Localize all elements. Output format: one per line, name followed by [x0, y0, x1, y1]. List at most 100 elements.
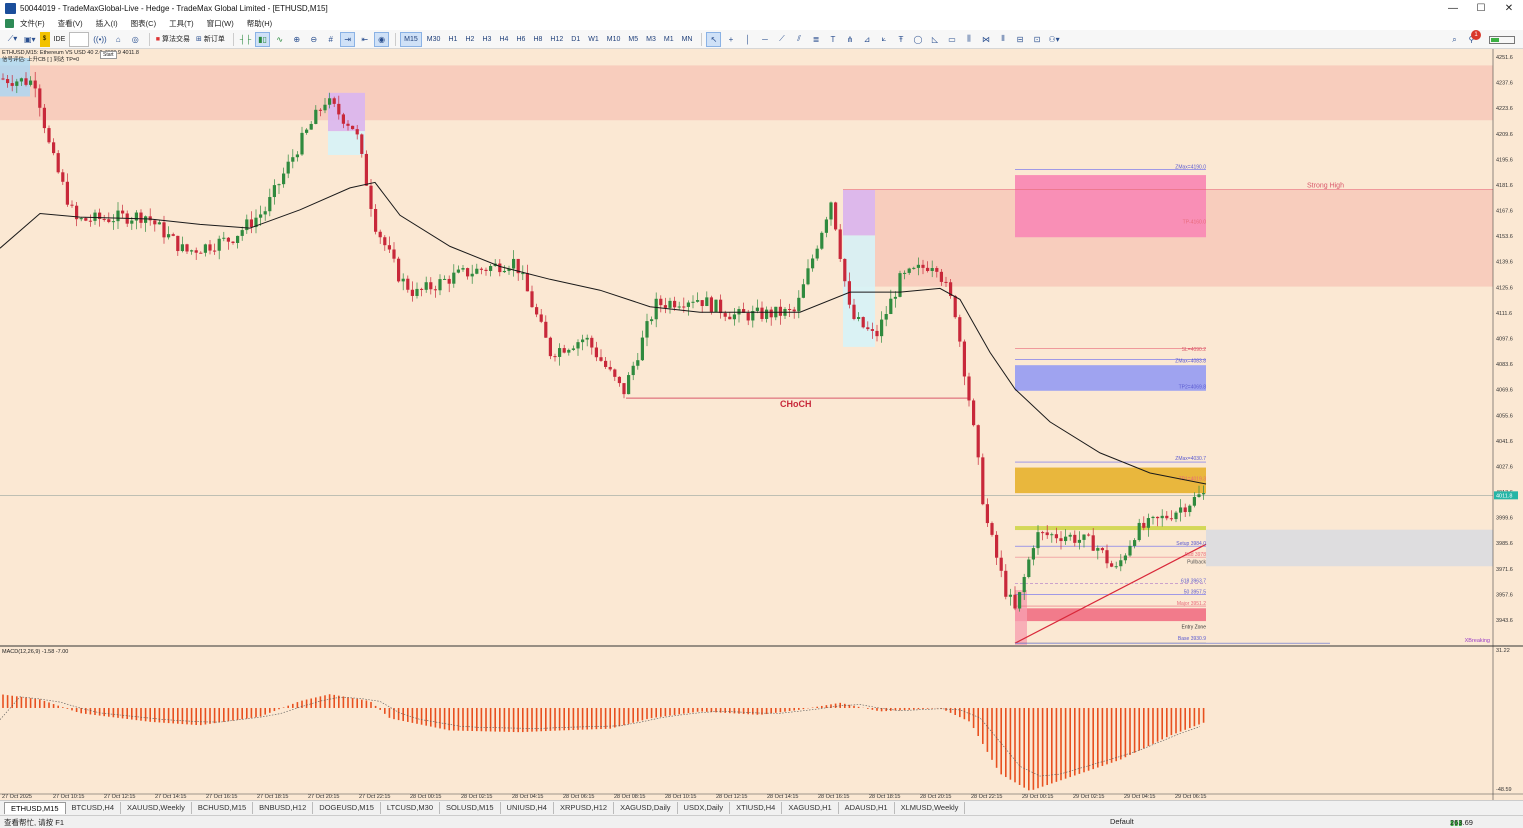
fib-fan-icon[interactable]: ⟀ [881, 34, 887, 43]
horizontal-line-icon[interactable]: ─ [762, 34, 768, 44]
close-button[interactable]: ✕ [1504, 3, 1514, 14]
candlestick-icon[interactable]: ▮▯ [255, 31, 271, 47]
tf-M15[interactable]: M15 [400, 31, 422, 47]
symbol-tab[interactable]: ADAUSD,H1 [839, 802, 895, 814]
symbol-tab[interactable]: DOGEUSD,M15 [313, 802, 381, 814]
tf-H1[interactable]: H1 [448, 35, 458, 43]
fib-timezones-icon[interactable]: ⦀ [1001, 34, 1005, 43]
symbol-tab[interactable]: USDX,Daily [678, 802, 731, 814]
signals-icon[interactable]: ((•)) [93, 34, 107, 44]
zoom-out-icon[interactable]: ⊖ [310, 34, 318, 44]
tf-M1[interactable]: M1 [663, 35, 674, 43]
tf-M5[interactable]: M5 [628, 35, 639, 43]
equidistant-channel-icon[interactable]: ⫽ [797, 34, 801, 43]
candle-body [824, 219, 828, 233]
arrow-icon[interactable]: ⊡ [1033, 34, 1041, 44]
tf-H3[interactable]: H3 [482, 35, 492, 43]
line-chart-icon[interactable]: ∿ [276, 34, 284, 44]
grid-icon[interactable]: # [328, 34, 333, 44]
fib-expansion-icon[interactable]: ⋈ [981, 34, 990, 44]
menu-tools[interactable]: 工具(T) [169, 19, 194, 28]
tf-H12[interactable]: H12 [550, 35, 564, 43]
tf-H8[interactable]: H8 [533, 35, 543, 43]
symbol-tab[interactable]: XTIUSD,H4 [730, 802, 783, 814]
search-icon[interactable]: ⌕ [1452, 34, 1457, 44]
chart-shift-icon[interactable]: ⇤ [361, 34, 369, 44]
tf-W1[interactable]: W1 [588, 35, 599, 43]
fibonacci-icon[interactable]: ≣ [812, 34, 820, 44]
vertical-line-icon[interactable]: │ [745, 34, 751, 44]
tf-H4[interactable]: H4 [499, 35, 509, 43]
chart-type-icon[interactable]: ⟋▾ [7, 34, 18, 43]
bar-chart-icon[interactable]: ┤├ [239, 34, 252, 44]
symbol-tab[interactable]: XRPUSD,H12 [554, 802, 615, 814]
minimize-button[interactable]: — [1448, 3, 1458, 14]
zoom-in-icon[interactable]: ⊕ [293, 34, 301, 44]
menu-charts[interactable]: 图表(C) [130, 19, 157, 28]
home-icon[interactable]: ⌂ [115, 34, 121, 44]
candle-body [1183, 507, 1187, 513]
text-label-icon[interactable]: Ŧ [898, 34, 904, 44]
symbol-tab[interactable]: BCHUSD,M15 [192, 802, 254, 814]
autoscroll-icon[interactable]: ⇥ [340, 31, 356, 47]
gann-icon[interactable]: ⊿ [863, 34, 871, 44]
symbol-tab[interactable]: BTCUSD,H4 [66, 802, 122, 814]
symbol-tab[interactable]: XAGUSD,Daily [614, 802, 678, 814]
pitchfork-icon[interactable]: ⋔ [846, 34, 854, 44]
profile-name[interactable]: Default [1110, 817, 1134, 826]
tf-M30[interactable]: M30 [426, 35, 441, 43]
candle-body [263, 211, 267, 215]
candle-body [489, 266, 493, 271]
tf-H6[interactable]: H6 [516, 35, 526, 43]
algo-trading-button[interactable]: ■ 算法交易 [154, 32, 192, 47]
notifications-icon[interactable]: ⚲ 1 [1464, 30, 1481, 47]
chart-area[interactable]: CHoCH Strong High ZMax=4190.0 TP-4160.0 SL=4… [0, 49, 1523, 800]
shapes-icon[interactable]: ⚇▾ [1048, 34, 1060, 44]
text-icon[interactable]: T [830, 34, 836, 44]
rectangle-icon[interactable]: ▭ [948, 34, 956, 44]
menu-file[interactable]: 文件(F) [20, 19, 45, 28]
tf-M10[interactable]: M10 [606, 35, 621, 43]
menu-view[interactable]: 查看(V) [57, 19, 83, 28]
screenshot-icon[interactable]: ◉ [374, 31, 390, 47]
tf-H2[interactable]: H2 [465, 35, 475, 43]
new-order-button[interactable]: ⊞ 新订单 [194, 32, 227, 47]
price-tick-label: 4097.6 [1496, 337, 1513, 343]
cursor-icon[interactable]: ↖ [706, 31, 722, 47]
candle-body [944, 281, 948, 283]
maximize-button[interactable]: ☐ [1476, 3, 1486, 14]
tf-M3[interactable]: M3 [646, 35, 656, 43]
globe-icon[interactable]: ◎ [131, 34, 139, 44]
symbol-tab[interactable]: ETHUSD,M15 [4, 802, 66, 814]
time-tick-label: 28 Oct 22:15 [971, 794, 1003, 800]
chart-canvas[interactable]: CHoCH Strong High ZMax=4190.0 TP-4160.0 SL=4… [0, 49, 1523, 800]
ide-button[interactable]: IDE [53, 35, 66, 43]
symbol-tab[interactable]: XAUUSD,Weekly [121, 802, 192, 814]
candle-body [1202, 493, 1206, 495]
symbol-tab[interactable]: XLMUSD,Weekly [895, 802, 966, 814]
menu-insert[interactable]: 插入(I) [95, 19, 118, 28]
candle-body [939, 271, 943, 282]
regression-icon[interactable]: ⊟ [1016, 34, 1024, 44]
symbol-tab[interactable]: XAGUSD,H1 [782, 802, 839, 814]
cycle-lines-icon[interactable]: ⫼ [967, 34, 971, 43]
tf-D1[interactable]: D1 [571, 35, 581, 43]
symbol-tab[interactable]: SOLUSD,M15 [440, 802, 501, 814]
search-box[interactable] [69, 31, 90, 47]
symbol-tab[interactable]: LTCUSD,M30 [381, 802, 441, 814]
tf-MN[interactable]: MN [681, 35, 693, 43]
ellipse-icon[interactable]: ◯ [913, 34, 923, 44]
price-tick-label: 4153.6 [1496, 234, 1513, 240]
symbol-tab[interactable]: UNIUSD,H4 [501, 802, 554, 814]
menu-window[interactable]: 窗口(W) [206, 19, 234, 28]
symbol-tab[interactable]: BNBUSD,H12 [253, 802, 314, 814]
supply-zone-top [0, 65, 1493, 121]
crosshair-icon[interactable]: + [728, 34, 734, 44]
market-icon[interactable]: $ [39, 31, 50, 47]
current-price-tag [1494, 491, 1518, 500]
candle-body [318, 109, 322, 111]
triangle-icon[interactable]: ◺ [931, 34, 939, 44]
menu-help[interactable]: 帮助(H) [246, 19, 273, 28]
trendline-icon[interactable]: ⟋ [779, 34, 785, 43]
new-chart-icon[interactable]: ▣▾ [24, 34, 36, 44]
